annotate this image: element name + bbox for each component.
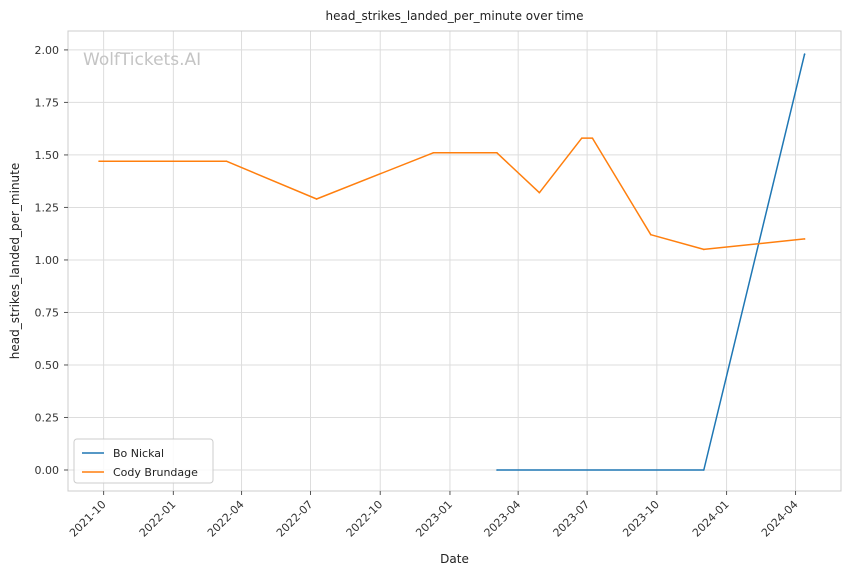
data-point — [703, 469, 705, 471]
y-tick-label: 0.50 — [35, 359, 60, 372]
data-point — [98, 160, 100, 163]
y-tick-label: 0.75 — [35, 306, 60, 319]
data-point — [538, 191, 541, 194]
plot-area-frame — [67, 30, 842, 492]
y-tick-label: 0.00 — [35, 464, 60, 477]
watermark-text: WolfTickets.AI — [83, 50, 201, 70]
legend-label: Bo Nickal — [113, 447, 164, 460]
data-point — [432, 152, 435, 154]
legend-box — [73, 438, 214, 484]
data-point — [803, 238, 806, 240]
chart-title: head_strikes_landed_per_minute over time — [325, 9, 583, 23]
data-point — [581, 137, 583, 139]
legend: Bo Nickal Cody Brundage — [73, 438, 214, 484]
y-tick-label: 1.75 — [35, 96, 60, 109]
y-axis-label: head_strikes_landed_per_minute — [8, 163, 22, 360]
data-point — [315, 198, 318, 200]
data-point — [496, 152, 498, 154]
data-point — [703, 248, 705, 251]
y-tick-label: 1.25 — [35, 201, 60, 214]
data-point — [225, 160, 228, 163]
series-layer — [98, 53, 806, 471]
y-tick-label: 1.00 — [35, 254, 60, 267]
data-point — [496, 469, 498, 471]
y-tick-label: 1.50 — [35, 149, 60, 162]
x-axis-label: Date — [440, 552, 469, 566]
data-point — [591, 137, 594, 139]
data-point — [649, 233, 652, 236]
data-point — [803, 53, 806, 55]
y-axis-ticks: 0.00 0.25 0.50 0.75 1.00 1.25 1.50 1.75 2.00 — [35, 44, 68, 477]
y-tick-label: 2.00 — [35, 44, 60, 57]
legend-label: Cody Brundage — [113, 466, 198, 479]
y-tick-label: 0.25 — [35, 411, 60, 424]
